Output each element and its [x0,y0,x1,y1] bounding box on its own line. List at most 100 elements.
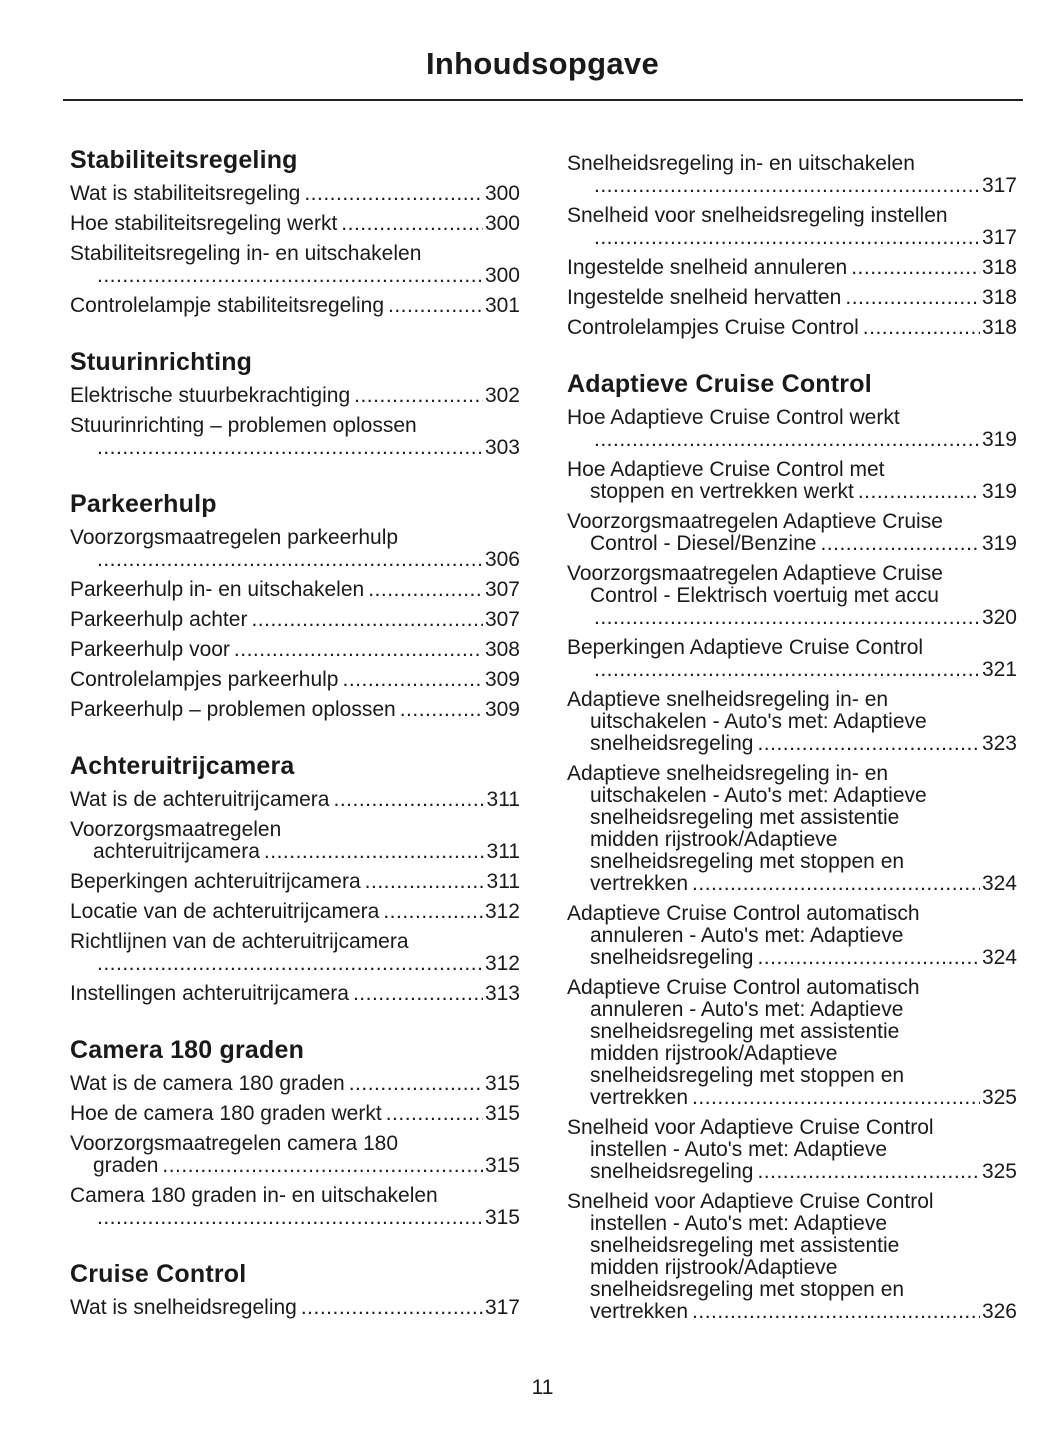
toc-entry-title: Controlelampjes parkeerhulp [70,668,339,691]
toc-entry-page: 302 [484,384,520,407]
toc-entry[interactable]: Locatie van de achteruitrijcamera 312 [70,901,520,923]
toc-entry-title: vertrekken [590,872,689,895]
toc-entry[interactable]: Parkeerhulp voor 308 [70,639,520,661]
toc-entry-page: 300 [484,264,520,287]
toc-entry[interactable]: Stuurinrichting – problemen oplossen 303 [70,415,520,459]
toc-entry[interactable]: Hoe de camera 180 graden werkt 315 [70,1103,520,1125]
dot-leader [383,901,483,923]
dot-leader [692,1087,980,1109]
toc-entry-line: Adaptieve Cruise Control automatisch [567,977,1017,999]
toc-entry-title: Voorzorgsmaatregelen camera 180 [70,1132,399,1155]
toc-entry-title: Ingestelde snelheid hervatten [567,286,842,309]
toc-entry-line: Snelheid voor snelheidsregeling instelle… [567,205,1017,227]
toc-entry-title: Wat is de camera 180 graden [70,1072,345,1095]
toc-entry[interactable]: Snelheidsregeling in- en uitschakelen 317 [567,153,1017,197]
toc-entry[interactable]: Hoe Adaptieve Cruise Control werkt 319 [567,407,1017,451]
toc-entry-page: 300 [484,182,520,205]
toc-entry[interactable]: Hoe stabiliteitsregeling werkt 300 [70,213,520,235]
toc-entry[interactable]: Adaptieve snelheidsregeling in- en uitsch… [567,689,1017,755]
toc-entry[interactable]: Controlelampje stabiliteitsregeling 301 [70,295,520,317]
toc-entry-line: Instellingen achteruitrijcamera 313 [70,983,520,1005]
toc-entry[interactable]: Stabiliteitsregeling in- en uitschakelen… [70,243,520,287]
toc-entry[interactable]: Voorzorgsmaatregelen Adaptieve Cruise Con… [567,511,1017,555]
toc-entry-title: Voorzorgsmaatregelen Adaptieve Cruise [567,510,943,533]
toc-entry[interactable]: Parkeerhulp achter 307 [70,609,520,631]
toc-entry[interactable]: Elektrische stuurbekrachtiging 302 [70,385,520,407]
toc-entry-line: snelheidsregeling met stoppen en [567,1065,1017,1087]
toc-entry-page: 319 [981,480,1017,503]
toc-entry-line: 303 [70,437,520,459]
toc-entry-page: 321 [981,658,1017,681]
toc-entry[interactable]: Adaptieve snelheidsregeling in- en uitsch… [567,763,1017,895]
toc-entry-page: 326 [981,1300,1017,1323]
toc-entry[interactable]: Hoe Adaptieve Cruise Control met stoppen … [567,459,1017,503]
toc-entry[interactable]: Wat is snelheidsregeling 317 [70,1297,520,1319]
toc-entry-title: Beperkingen Adaptieve Cruise Control [567,636,924,659]
toc-entry-page: 324 [981,946,1017,969]
toc-entry[interactable]: Voorzorgsmaatregelen Adaptieve Cruise Con… [567,563,1017,629]
toc-entry-title: uitschakelen - Auto's met: Adaptieve [590,710,927,733]
toc-entry[interactable]: Ingestelde snelheid annuleren 318 [567,257,1017,279]
toc-entry[interactable]: Richtlijnen van de achteruitrijcamera 312 [70,931,520,975]
toc-entry-title: Wat is stabiliteitsregeling [70,182,301,205]
toc-entry-title: Adaptieve Cruise Control automatisch [567,976,920,999]
toc-entry[interactable]: Camera 180 graden in- en uitschakelen 315 [70,1185,520,1229]
toc-entry-line: snelheidsregeling met stoppen en [567,1279,1017,1301]
toc-entry-line: midden rijstrook/Adaptieve [567,1043,1017,1065]
toc-entry-title: Stabiliteitsregeling in- en uitschakelen [70,242,422,265]
toc-entry-line: Controlelampjes parkeerhulp 309 [70,669,520,691]
toc-entry-page: 317 [981,174,1017,197]
toc-entry[interactable]: Instellingen achteruitrijcamera 313 [70,983,520,1005]
toc-entry-title: snelheidsregeling [590,1160,754,1183]
section-heading: Stabiliteitsregeling [70,146,298,174]
toc-entry-title: snelheidsregeling [590,946,754,969]
toc-entry-page: 307 [484,578,520,601]
toc-entry-line: 319 [567,429,1017,451]
toc-entry[interactable]: Snelheid voor Adaptieve Cruise Control in… [567,1117,1017,1183]
toc-entry[interactable]: Voorzorgsmaatregelen parkeerhulp 306 [70,527,520,571]
toc-entry-page: 306 [484,548,520,571]
toc-entry-title: Snelheid voor Adaptieve Cruise Control [567,1116,934,1139]
toc-entry[interactable]: Wat is de achteruitrijcamera 311 [70,789,520,811]
toc-entry-title: achteruitrijcamera [93,840,260,863]
toc-entry-page: 325 [981,1160,1017,1183]
toc-entry[interactable]: Wat is stabiliteitsregeling 300 [70,183,520,205]
toc-entry-page: 313 [484,982,520,1005]
toc-entry-title: Controlelampje stabiliteitsregeling [70,294,384,317]
toc-entry-page: 307 [484,608,520,631]
dot-leader [368,579,483,601]
toc-entry[interactable]: Wat is de camera 180 graden 315 [70,1073,520,1095]
dot-leader [349,1073,483,1095]
toc-entry-page: 315 [484,1102,520,1125]
toc-entry[interactable]: Adaptieve Cruise Control automatisch annu… [567,977,1017,1109]
dot-leader [400,699,483,721]
toc-entry[interactable]: Parkeerhulp in- en uitschakelen 307 [70,579,520,601]
toc-entry[interactable]: Parkeerhulp – problemen oplossen 309 [70,699,520,721]
toc-entry[interactable]: Snelheid voor Adaptieve Cruise Control in… [567,1191,1017,1323]
toc-entry-line: Voorzorgsmaatregelen Adaptieve Cruise [567,511,1017,533]
toc-entry-line: Parkeerhulp voor 308 [70,639,520,661]
toc-entry[interactable]: Controlelampjes Cruise Control 318 [567,317,1017,339]
toc-entry-line: Controlelampje stabiliteitsregeling 301 [70,295,520,317]
toc-entry[interactable]: Controlelampjes parkeerhulp 309 [70,669,520,691]
toc-entry-page: 324 [981,872,1017,895]
dot-leader [97,549,483,571]
dot-leader [692,1301,980,1323]
dot-leader [692,873,980,895]
toc-entry-line: Elektrische stuurbekrachtiging 302 [70,385,520,407]
toc-entry-title: Instellingen achteruitrijcamera [70,982,349,1005]
dot-leader [820,533,980,555]
toc-entry[interactable]: Snelheid voor snelheidsregeling instelle… [567,205,1017,249]
toc-entry[interactable]: Beperkingen achteruitrijcamera 311 [70,871,520,893]
toc-entry-title: snelheidsregeling met stoppen en [590,1278,905,1301]
toc-entry[interactable]: Beperkingen Adaptieve Cruise Control 321 [567,637,1017,681]
toc-entry-line: Beperkingen Adaptieve Cruise Control [567,637,1017,659]
toc-entry-line: Parkeerhulp in- en uitschakelen 307 [70,579,520,601]
toc-entry[interactable]: Adaptieve Cruise Control automatisch annu… [567,903,1017,969]
toc-entry[interactable]: Ingestelde snelheid hervatten 318 [567,287,1017,309]
toc-entry-title: Hoe Adaptieve Cruise Control werkt [567,406,900,429]
toc-entry-line: midden rijstrook/Adaptieve [567,829,1017,851]
toc-entry-line: Voorzorgsmaatregelen Adaptieve Cruise [567,563,1017,585]
